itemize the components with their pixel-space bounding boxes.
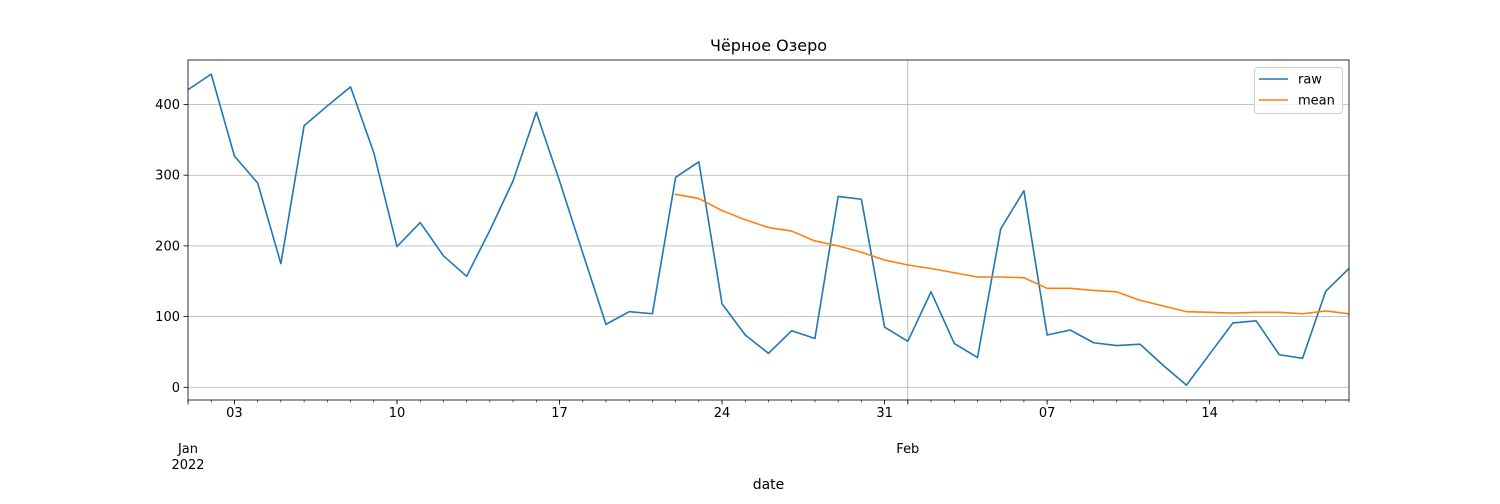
x-tick-label: 14 — [1201, 406, 1218, 421]
x-month-label: 2022 — [171, 458, 204, 473]
y-tick-label: 200 — [155, 239, 180, 254]
legend: raw mean — [1254, 67, 1343, 114]
x-tick-label: 24 — [714, 406, 731, 421]
y-tick-label: 300 — [155, 169, 180, 184]
series-lines — [188, 73, 1349, 386]
x-axis-label: date — [753, 477, 785, 493]
y-tick-label: 0 — [172, 381, 180, 396]
grid-lines — [188, 60, 1349, 400]
y-tick-label: 100 — [155, 310, 180, 325]
x-tick-label: 17 — [551, 406, 568, 421]
chart-title: Чёрное Озеро — [710, 36, 827, 55]
legend-label-mean: mean — [1298, 94, 1335, 109]
plot-frame — [187, 59, 1350, 401]
series-line-mean — [674, 193, 1349, 315]
y-tick-label: 400 — [155, 98, 180, 113]
x-tick-label: 03 — [226, 406, 243, 421]
y-axis: 0 100 200 300 400 — [155, 98, 188, 396]
x-month-label: Feb — [896, 442, 919, 457]
series-line-raw — [188, 73, 1349, 386]
legend-label-raw: raw — [1298, 73, 1322, 88]
x-tick-label: 07 — [1039, 406, 1056, 421]
x-tick-label: 10 — [389, 406, 406, 421]
x-tick-label: 31 — [876, 406, 893, 421]
x-month-label: Jan — [177, 442, 198, 457]
